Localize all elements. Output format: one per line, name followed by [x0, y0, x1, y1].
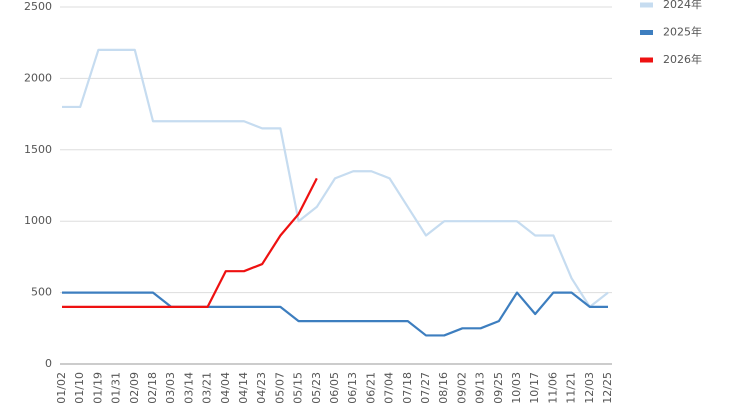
x-tick-label: 01/19	[91, 372, 104, 404]
y-tick-label: 1000	[24, 214, 52, 227]
x-tick-label: 07/27	[419, 372, 432, 404]
x-tick-label: 06/13	[346, 372, 359, 404]
y-tick-label: 2000	[24, 71, 52, 84]
x-tick-label: 04/23	[255, 372, 268, 404]
x-tick-label: 01/02	[55, 372, 68, 404]
legend-marker	[640, 57, 653, 63]
series-line	[62, 291, 608, 337]
x-tick-label: 11/21	[565, 372, 578, 404]
y-tick-label: 500	[31, 286, 52, 299]
legend-marker	[640, 30, 653, 35]
x-tick-label: 10/17	[528, 372, 541, 404]
x-tick-label: 12/25	[601, 372, 614, 404]
x-tick-label: 05/15	[292, 372, 305, 404]
legend-label: 2026年	[663, 52, 702, 66]
legend-label: 2025年	[663, 25, 702, 39]
x-tick-label: 09/13	[474, 372, 487, 404]
x-tick-label: 06/05	[328, 372, 341, 404]
x-tick-label: 10/03	[510, 372, 523, 404]
series-line	[62, 177, 318, 308]
x-tick-label: 02/09	[128, 372, 141, 404]
y-tick-label: 0	[45, 357, 52, 370]
x-tick-label: 08/16	[437, 372, 450, 404]
x-tick-label: 03/14	[182, 372, 195, 404]
x-tick-label: 11/06	[546, 372, 559, 404]
x-tick-label: 01/31	[110, 372, 123, 404]
x-tick-label: 04/04	[219, 372, 232, 404]
x-tick-label: 12/03	[583, 372, 596, 404]
legend-marker	[640, 2, 653, 8]
x-tick-label: 07/04	[383, 372, 396, 404]
x-tick-label: 07/18	[401, 372, 414, 404]
x-tick-label: 05/07	[273, 372, 286, 404]
x-tick-label: 03/21	[201, 372, 214, 404]
legend-label: 2024年	[663, 0, 702, 11]
y-tick-label: 1500	[24, 143, 52, 156]
x-tick-label: 09/02	[455, 372, 468, 404]
x-tick-label: 04/14	[237, 372, 250, 404]
x-tick-label: 09/25	[492, 372, 505, 404]
y-tick-label: 2500	[24, 0, 52, 13]
x-tick-label: 05/23	[310, 372, 323, 404]
series-line	[62, 48, 609, 308]
x-tick-label: 02/18	[146, 372, 159, 404]
x-tick-label: 06/21	[364, 372, 377, 404]
x-tick-label: 03/03	[164, 372, 177, 404]
x-tick-label: 01/10	[73, 372, 86, 404]
